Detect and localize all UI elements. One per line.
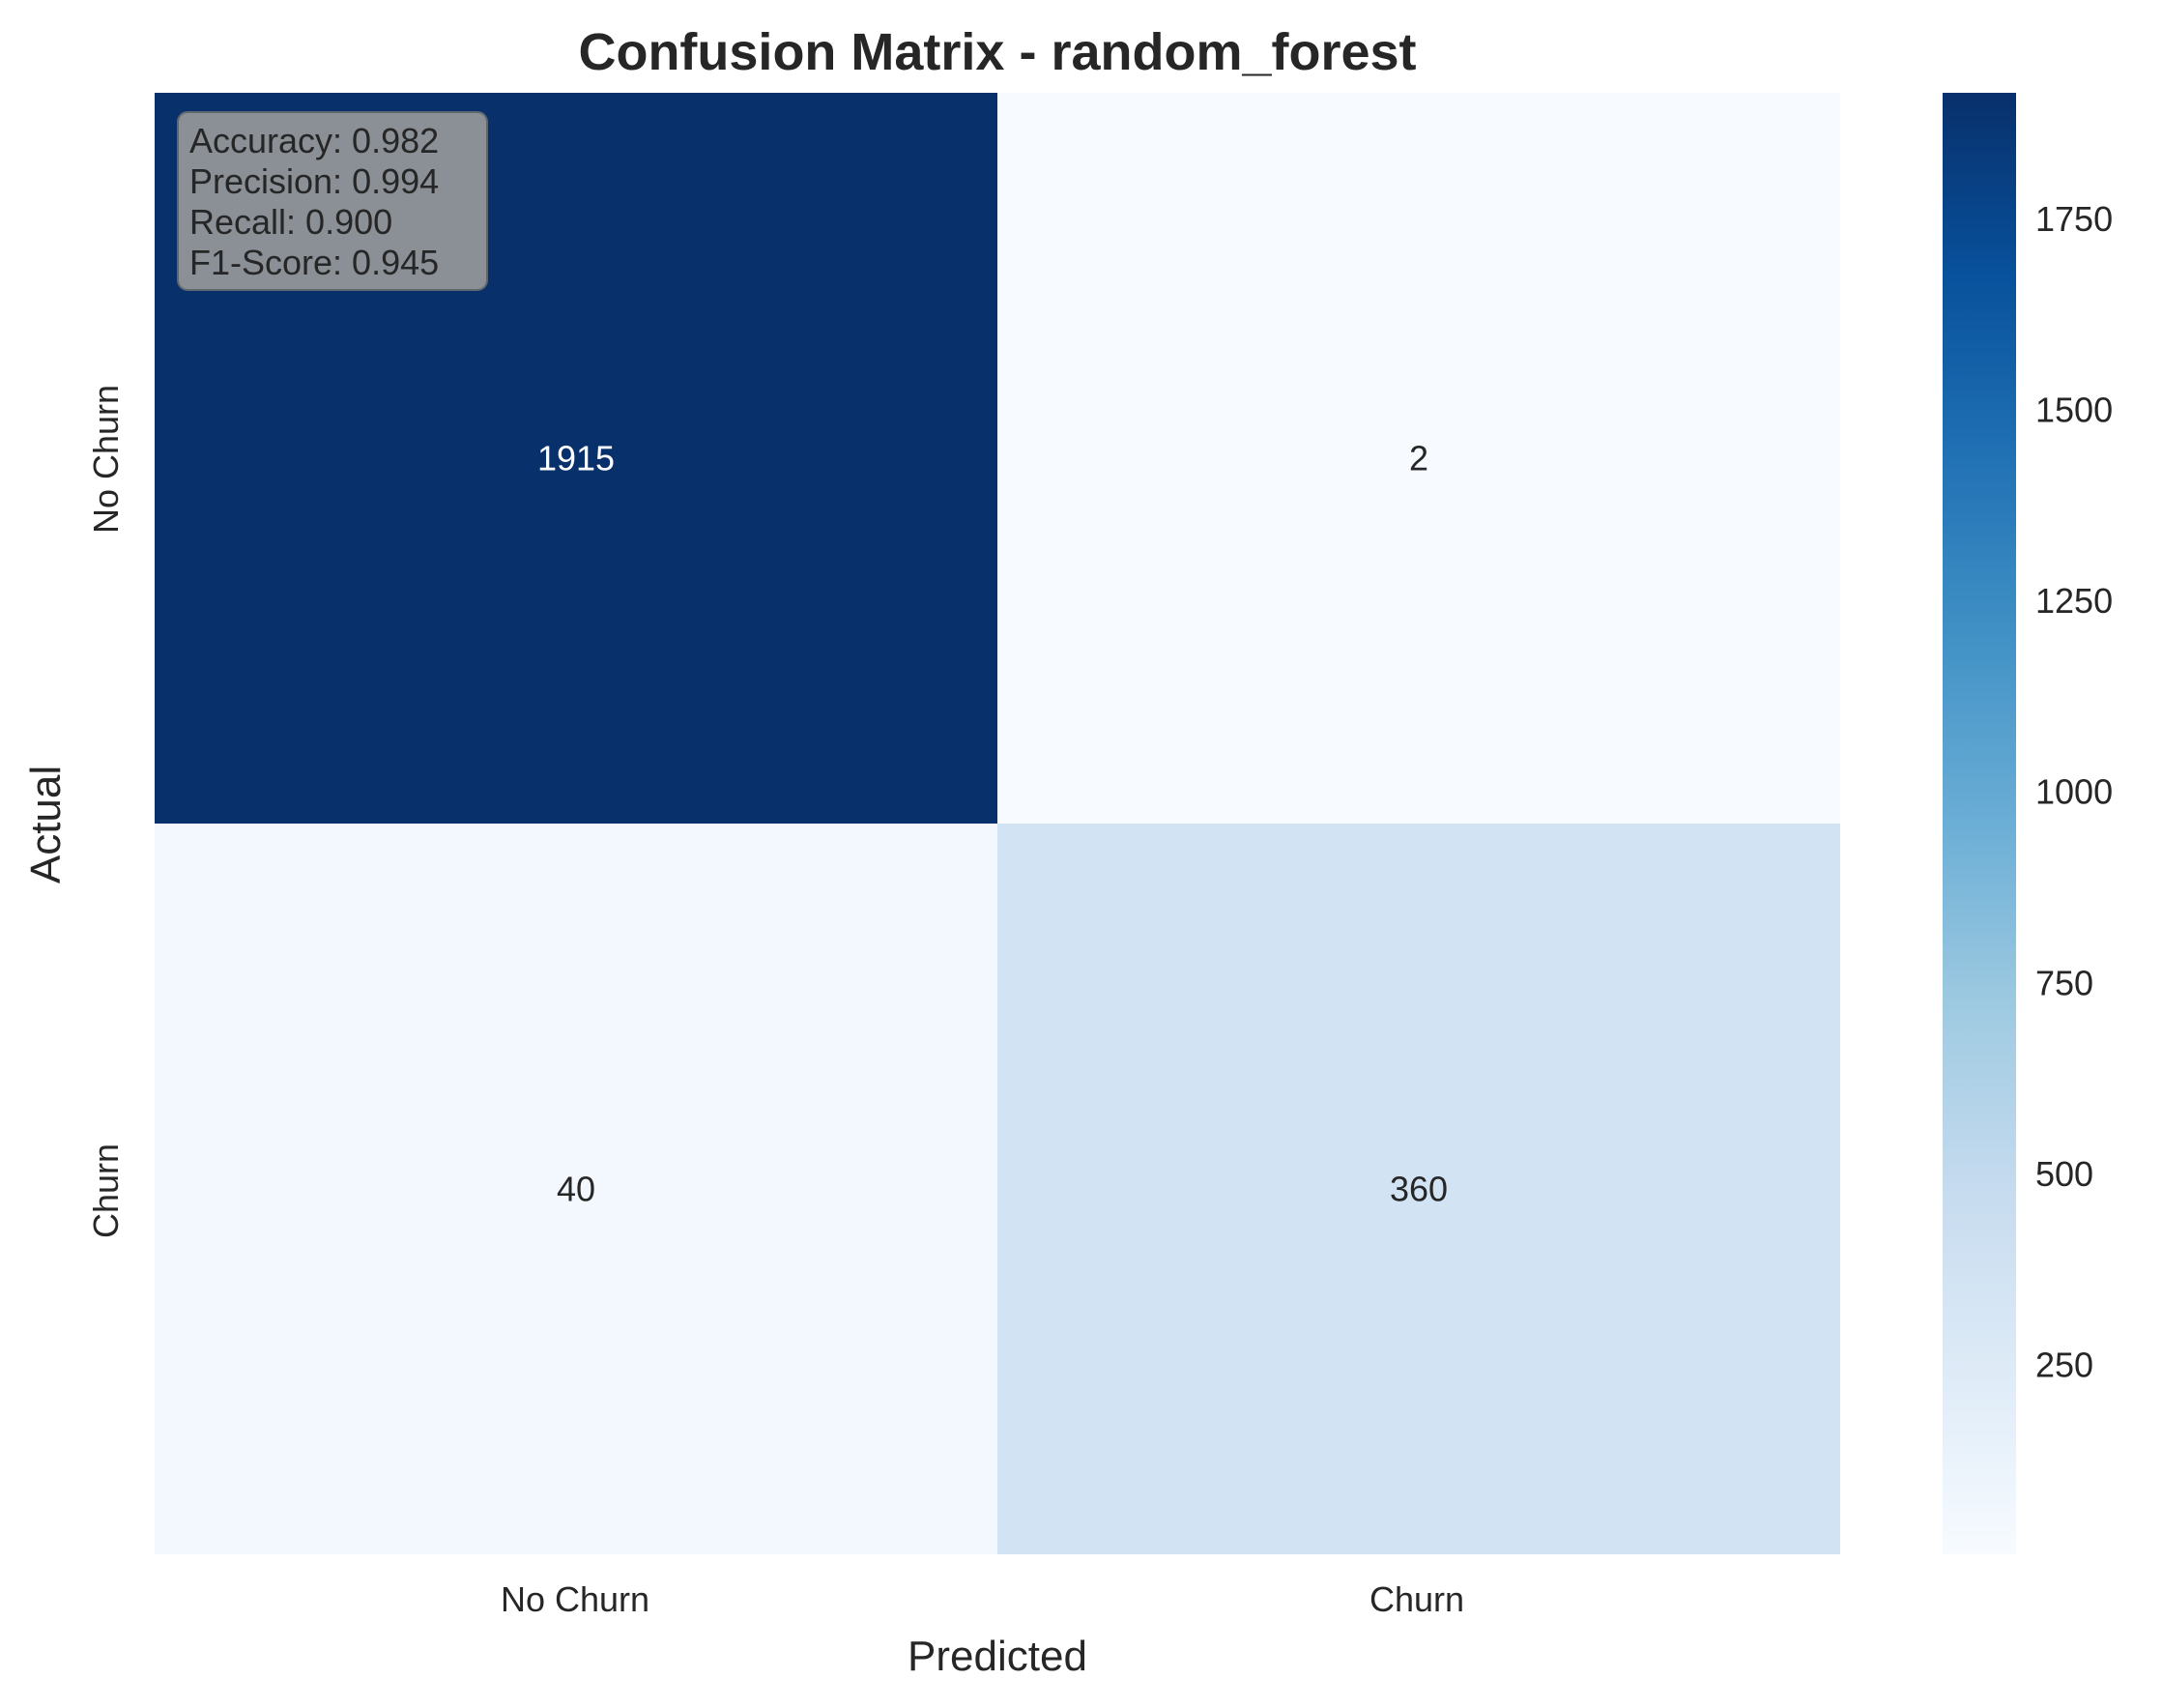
cell-value-actual-no-churn-predicted-churn: 2 (1409, 439, 1428, 478)
y-tick-label-churn: Churn (86, 1143, 126, 1238)
cell-actual-no-churn-predicted-churn (997, 93, 1840, 824)
colorbar-tick-250: 250 (2035, 1345, 2093, 1384)
chart-title: Confusion Matrix - random_forest (578, 23, 1416, 81)
x-tick-label-no-churn: No Churn (501, 1579, 649, 1619)
colorbar-tick-750: 750 (2035, 963, 2093, 1002)
cell-actual-churn-predicted-churn (997, 824, 1840, 1554)
colorbar-tick-1250: 1250 (2035, 581, 2113, 621)
metrics-box-background (177, 111, 488, 291)
metrics-annotation-box: Accuracy: 0.982 Precision: 0.994 Recall:… (177, 111, 488, 291)
x-axis-ticks: No Churn Churn (501, 1579, 1464, 1619)
heatmap-cells (155, 93, 1840, 1554)
accuracy-text: Accuracy: 0.982 (189, 121, 439, 160)
y-tick-label-no-churn: No Churn (86, 385, 126, 534)
y-axis-ticks: No Churn Churn (86, 385, 126, 1238)
y-axis-label: Actual (22, 766, 70, 883)
cell-value-actual-churn-predicted-churn: 360 (1390, 1170, 1448, 1209)
colorbar-tick-1000: 1000 (2035, 772, 2113, 812)
colorbar-tick-500: 500 (2035, 1154, 2093, 1194)
f1-score-text: F1-Score: 0.945 (189, 243, 439, 282)
colorbar-tick-1750: 1750 (2035, 199, 2113, 239)
x-axis-label: Predicted (908, 1633, 1087, 1680)
cell-actual-churn-predicted-no-churn (155, 824, 997, 1554)
colorbar-ticks: 250 500 750 1000 1250 1500 1750 (2035, 199, 2113, 1385)
recall-text: Recall: 0.900 (189, 202, 392, 242)
x-tick-label-churn: Churn (1369, 1579, 1464, 1619)
colorbar (1943, 93, 2016, 1554)
cell-value-actual-no-churn-predicted-no-churn: 1915 (537, 439, 615, 478)
precision-text: Precision: 0.994 (189, 161, 439, 201)
colorbar-tick-1500: 1500 (2035, 391, 2113, 430)
heatmap-cell-labels: 1915 2 40 360 (537, 439, 1448, 1209)
cell-value-actual-churn-predicted-no-churn: 40 (557, 1170, 595, 1209)
